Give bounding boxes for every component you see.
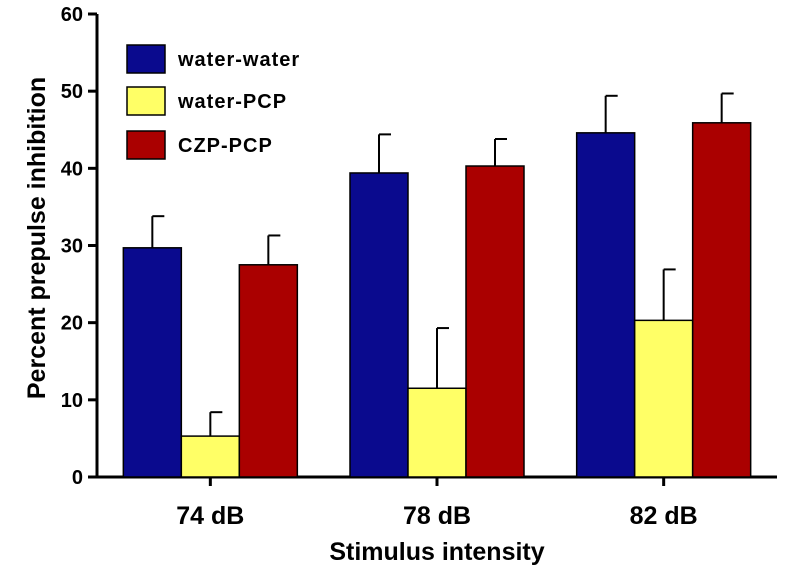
legend-label: CZP-PCP xyxy=(178,135,273,157)
y-tick-label: 60 xyxy=(61,4,83,26)
legend-swatch xyxy=(126,86,166,116)
legend-label: water-PCP xyxy=(177,91,287,113)
bar-czp-pcp xyxy=(691,122,752,478)
legend-swatch xyxy=(126,130,166,160)
bars xyxy=(122,122,752,478)
y-tick-label: 10 xyxy=(61,390,83,412)
x-tick-label: 78 dB xyxy=(403,502,471,530)
bar-water-pcp xyxy=(633,319,694,478)
axes: 0 10 20 30 40 50 60 74 dB 78 dB 82 dB xyxy=(61,4,777,530)
y-tick-label: 40 xyxy=(61,158,83,180)
bar-water-water xyxy=(575,132,636,478)
bar-water-pcp xyxy=(180,435,241,478)
legend-swatch xyxy=(126,44,166,74)
bar-czp-pcp xyxy=(238,264,299,478)
legend-label: water-water xyxy=(177,49,300,71)
bar-water-pcp xyxy=(407,387,467,478)
x-tick-label: 74 dB xyxy=(176,502,244,530)
y-axis-title: Percent prepulse inhibition xyxy=(23,77,51,399)
bar-water-water xyxy=(349,172,409,478)
x-axis-title: Stimulus intensity xyxy=(329,538,544,566)
y-tick-label: 0 xyxy=(72,467,83,489)
y-tick-label: 20 xyxy=(61,313,83,335)
x-tick-label: 82 dB xyxy=(630,502,698,530)
legend: water-water water-PCP CZP-PCP xyxy=(126,44,300,160)
bar-czp-pcp xyxy=(465,165,525,478)
bar-water-water xyxy=(122,247,183,478)
error-bars xyxy=(151,92,734,437)
y-tick-label: 50 xyxy=(61,81,83,103)
y-tick-label: 30 xyxy=(61,236,83,258)
